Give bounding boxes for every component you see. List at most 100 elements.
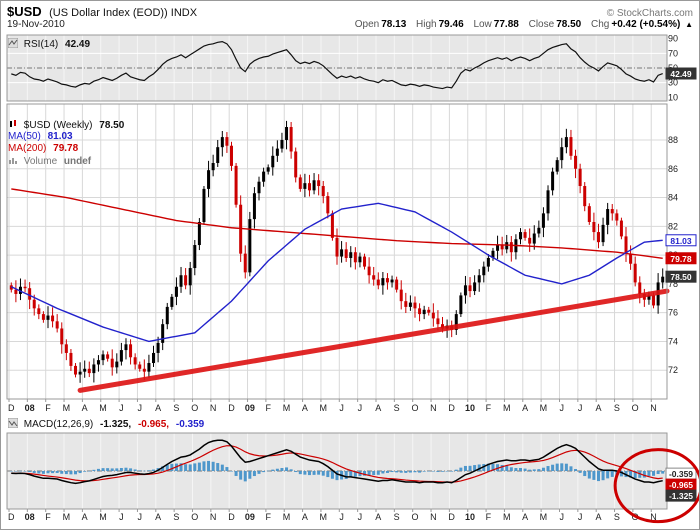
x-axis-main: D 08 F M A M J J A S O N D 09 F M A M J J A S O N D 10 F M A M J J A S O N	[8, 403, 657, 413]
svg-text:D: D	[228, 403, 235, 413]
svg-text:86: 86	[668, 164, 678, 174]
svg-text:78.50: 78.50	[670, 272, 692, 282]
svg-text:-0.359: -0.359	[669, 469, 693, 479]
svg-text:A: A	[595, 403, 601, 413]
svg-text:M: M	[99, 403, 107, 413]
candles	[9, 120, 665, 383]
macd-legend: MACD(12,26,9) -1.325, -0.965, -0.359	[7, 417, 205, 432]
svg-text:F: F	[45, 403, 51, 413]
svg-text:J: J	[339, 403, 344, 413]
svg-text:O: O	[411, 403, 418, 413]
svg-text:82: 82	[668, 221, 678, 231]
tick-marks	[8, 399, 652, 402]
ma50-line	[10, 202, 663, 343]
svg-text:84: 84	[668, 193, 678, 203]
svg-text:A: A	[155, 403, 161, 413]
svg-text:F: F	[486, 403, 492, 413]
svg-text:M: M	[63, 512, 71, 522]
svg-text:A: A	[82, 512, 88, 522]
svg-text:N: N	[650, 403, 657, 413]
bearish-cross-circle-annotation	[613, 448, 699, 524]
low-value: 77.88	[493, 19, 519, 30]
volume-legend: Volume undef	[8, 155, 124, 167]
svg-text:10: 10	[668, 92, 678, 102]
svg-text:74: 74	[668, 336, 678, 346]
rsi-panel: 907050301042.49	[6, 34, 697, 102]
svg-text:M: M	[99, 512, 107, 522]
svg-text:J: J	[578, 512, 583, 522]
quote-row: 19-Nov-2010 Open 78.13 High 79.46 Low 77.88…	[7, 19, 693, 30]
svg-text:76: 76	[668, 308, 678, 318]
svg-text:90: 90	[668, 34, 678, 44]
svg-text:10: 10	[465, 512, 475, 522]
svg-text:M: M	[319, 512, 327, 522]
svg-text:08: 08	[25, 403, 35, 413]
svg-text:A: A	[522, 403, 528, 413]
svg-text:88: 88	[668, 135, 678, 145]
svg-text:D: D	[8, 512, 15, 522]
svg-text:S: S	[173, 512, 179, 522]
low-label: Low	[473, 19, 492, 30]
macd-panel: -0.359-0.965-1.325	[6, 432, 697, 510]
ma50-legend: MA(50) 81.03	[8, 131, 124, 143]
macd-line	[11, 439, 663, 485]
ma200-value: 79.78	[53, 143, 79, 154]
svg-text:J: J	[578, 403, 583, 413]
svg-text:S: S	[614, 403, 620, 413]
chg-value: +0.42 (+0.54%)	[611, 19, 681, 30]
svg-text:A: A	[595, 512, 601, 522]
svg-text:-0.965: -0.965	[669, 480, 693, 490]
chart-date: 19-Nov-2010	[7, 19, 65, 30]
svg-text:81.03: 81.03	[670, 236, 692, 246]
svg-text:M: M	[63, 403, 71, 413]
svg-text:M: M	[319, 403, 327, 413]
macd-value-2: -0.965,	[137, 419, 170, 430]
svg-text:78: 78	[668, 279, 678, 289]
svg-text:70: 70	[668, 48, 678, 58]
svg-text:42.49: 42.49	[670, 69, 692, 79]
svg-text:10: 10	[465, 403, 475, 413]
svg-text:J: J	[119, 403, 124, 413]
svg-text:J: J	[119, 512, 124, 522]
up-arrow-icon: ▲	[685, 20, 693, 29]
close-value: 78.50	[556, 19, 582, 30]
tick-marks	[8, 509, 652, 512]
quote-strip: Open 78.13 High 79.46 Low 77.88 Close 78.50 …	[348, 19, 693, 30]
ma50-label: MA(50)	[8, 131, 41, 142]
usd-series-label: $USD (Weekly)	[23, 120, 93, 131]
open-label: Open	[354, 19, 380, 30]
svg-text:J: J	[560, 403, 565, 413]
svg-text:A: A	[375, 403, 381, 413]
ma200-legend: MA(200) 79.78	[8, 143, 124, 155]
x-axis-macd: D 08 F M A M J J A S O N D 09 F M A M J J A S O N D 10 F M A M J J A S O N	[8, 512, 657, 522]
ma200-label: MA(200)	[8, 143, 47, 154]
chg-label: Chg	[591, 19, 610, 30]
svg-text:M: M	[283, 403, 291, 413]
svg-text:S: S	[173, 403, 179, 413]
svg-text:J: J	[137, 512, 142, 522]
svg-text:D: D	[448, 512, 455, 522]
svg-text:F: F	[486, 512, 492, 522]
macd-value-3: -0.359	[175, 419, 205, 430]
rsi-label: RSI(14)	[23, 39, 59, 50]
usd-series-value: 78.50	[99, 120, 125, 131]
volume-label: Volume	[23, 156, 58, 167]
svg-text:N: N	[430, 403, 437, 413]
indicator-icon	[7, 417, 19, 432]
svg-text:M: M	[503, 512, 511, 522]
svg-text:J: J	[137, 403, 142, 413]
svg-text:08: 08	[25, 512, 35, 522]
chart-title: (US Dollar Index (EOD)) INDX	[49, 7, 198, 19]
svg-text:09: 09	[245, 403, 255, 413]
ma200-line	[11, 188, 663, 259]
svg-text:M: M	[540, 403, 548, 413]
svg-text:D: D	[448, 403, 455, 413]
title-group: $USD (US Dollar Index (EOD)) INDX	[7, 3, 197, 21]
symbol: $USD	[7, 4, 42, 19]
main-legend: $USD (Weekly) 78.50 MA(50) 81.03 MA(200)…	[8, 119, 124, 167]
trendline	[77, 288, 670, 393]
svg-text:A: A	[82, 403, 88, 413]
svg-text:F: F	[45, 512, 51, 522]
rsi-legend: RSI(14) 42.49	[7, 37, 90, 52]
